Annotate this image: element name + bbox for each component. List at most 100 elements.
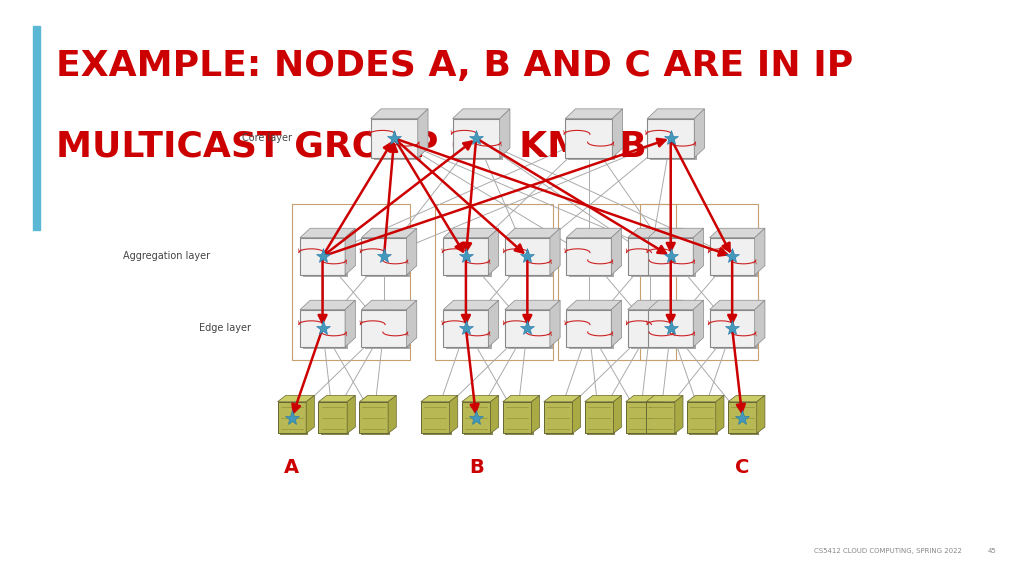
FancyBboxPatch shape (300, 237, 345, 275)
Polygon shape (407, 228, 417, 275)
FancyBboxPatch shape (280, 403, 308, 434)
FancyBboxPatch shape (443, 310, 488, 347)
Text: Aggregation layer: Aggregation layer (123, 251, 210, 262)
Polygon shape (500, 109, 510, 158)
FancyBboxPatch shape (648, 310, 693, 347)
FancyBboxPatch shape (318, 402, 347, 433)
Polygon shape (421, 395, 458, 402)
FancyBboxPatch shape (566, 310, 611, 347)
FancyBboxPatch shape (321, 403, 349, 434)
Polygon shape (443, 300, 499, 310)
FancyBboxPatch shape (626, 402, 654, 433)
Text: A: A (285, 458, 299, 477)
FancyBboxPatch shape (646, 402, 675, 433)
Polygon shape (755, 228, 765, 275)
FancyBboxPatch shape (505, 310, 550, 347)
Polygon shape (611, 228, 622, 275)
FancyBboxPatch shape (648, 237, 693, 275)
Polygon shape (505, 228, 560, 237)
FancyBboxPatch shape (421, 402, 450, 433)
FancyBboxPatch shape (566, 237, 611, 275)
Text: CS5412 CLOUD COMPUTING, SPRING 2022: CS5412 CLOUD COMPUTING, SPRING 2022 (814, 548, 962, 554)
FancyBboxPatch shape (423, 403, 452, 434)
Polygon shape (648, 228, 703, 237)
Polygon shape (611, 300, 622, 347)
Bar (558, 204, 676, 360)
Polygon shape (359, 395, 396, 402)
Bar (292, 204, 410, 360)
FancyBboxPatch shape (505, 403, 534, 434)
Polygon shape (628, 300, 683, 310)
FancyBboxPatch shape (361, 310, 407, 347)
Polygon shape (710, 300, 765, 310)
FancyBboxPatch shape (508, 240, 553, 276)
FancyBboxPatch shape (628, 237, 673, 275)
Polygon shape (572, 395, 581, 433)
FancyBboxPatch shape (713, 312, 758, 349)
Polygon shape (550, 300, 560, 347)
Polygon shape (488, 228, 499, 275)
Text: EXAMPLE: NODES A, B AND C ARE IN IP: EXAMPLE: NODES A, B AND C ARE IN IP (56, 49, 854, 83)
FancyBboxPatch shape (443, 237, 488, 275)
FancyBboxPatch shape (730, 403, 759, 434)
Polygon shape (694, 109, 705, 158)
FancyBboxPatch shape (365, 312, 410, 349)
Polygon shape (613, 395, 622, 433)
FancyBboxPatch shape (710, 310, 755, 347)
FancyBboxPatch shape (446, 312, 492, 349)
FancyBboxPatch shape (585, 402, 613, 433)
FancyBboxPatch shape (508, 312, 553, 349)
Polygon shape (673, 228, 683, 275)
FancyBboxPatch shape (648, 403, 677, 434)
FancyBboxPatch shape (374, 120, 421, 160)
Polygon shape (710, 228, 765, 237)
FancyBboxPatch shape (689, 403, 718, 434)
FancyBboxPatch shape (300, 310, 345, 347)
Polygon shape (462, 395, 499, 402)
Polygon shape (544, 395, 581, 402)
Polygon shape (278, 395, 314, 402)
FancyBboxPatch shape (587, 403, 615, 434)
FancyBboxPatch shape (631, 312, 676, 349)
Polygon shape (453, 109, 510, 119)
FancyBboxPatch shape (651, 312, 696, 349)
FancyBboxPatch shape (546, 403, 574, 434)
Polygon shape (300, 228, 355, 237)
Text: C: C (735, 458, 750, 477)
Polygon shape (628, 228, 683, 237)
Polygon shape (654, 395, 663, 433)
Polygon shape (531, 395, 540, 433)
FancyBboxPatch shape (361, 403, 390, 434)
Polygon shape (673, 300, 683, 347)
FancyBboxPatch shape (568, 120, 615, 160)
Polygon shape (418, 109, 428, 158)
FancyBboxPatch shape (278, 402, 306, 433)
Polygon shape (361, 300, 417, 310)
FancyBboxPatch shape (710, 237, 755, 275)
Polygon shape (585, 395, 622, 402)
Polygon shape (550, 228, 560, 275)
Polygon shape (345, 300, 355, 347)
FancyBboxPatch shape (651, 240, 696, 276)
Polygon shape (361, 228, 417, 237)
FancyBboxPatch shape (544, 402, 572, 433)
Text: Core layer: Core layer (242, 133, 292, 143)
FancyBboxPatch shape (453, 119, 500, 158)
Bar (640, 204, 758, 360)
Text: B: B (469, 458, 483, 477)
Polygon shape (647, 109, 705, 119)
FancyBboxPatch shape (462, 402, 490, 433)
FancyBboxPatch shape (303, 240, 348, 276)
Polygon shape (407, 300, 417, 347)
FancyBboxPatch shape (628, 310, 673, 347)
FancyBboxPatch shape (631, 240, 676, 276)
Bar (435, 204, 553, 360)
Polygon shape (505, 300, 560, 310)
Polygon shape (300, 300, 355, 310)
Polygon shape (565, 109, 623, 119)
Polygon shape (566, 300, 622, 310)
FancyBboxPatch shape (505, 237, 550, 275)
Polygon shape (728, 395, 765, 402)
FancyBboxPatch shape (628, 403, 656, 434)
Text: Edge layer: Edge layer (199, 323, 251, 334)
